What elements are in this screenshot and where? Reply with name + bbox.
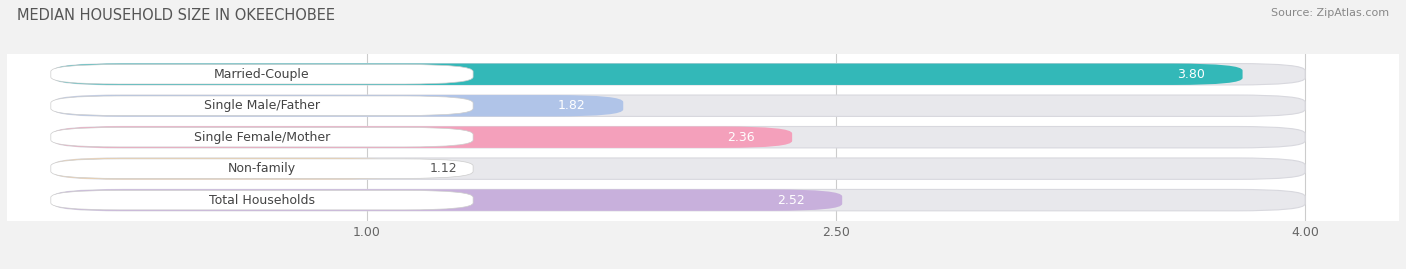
FancyBboxPatch shape [53, 189, 1305, 211]
FancyBboxPatch shape [53, 158, 1305, 179]
Text: 1.12: 1.12 [429, 162, 457, 175]
FancyBboxPatch shape [53, 95, 1305, 116]
Text: 2.52: 2.52 [778, 194, 804, 207]
FancyBboxPatch shape [53, 95, 623, 116]
FancyBboxPatch shape [51, 96, 472, 115]
Text: Non-family: Non-family [228, 162, 297, 175]
FancyBboxPatch shape [51, 190, 472, 210]
FancyBboxPatch shape [53, 126, 792, 148]
Text: Single Male/Father: Single Male/Father [204, 99, 321, 112]
Text: Total Households: Total Households [209, 194, 315, 207]
Text: Source: ZipAtlas.com: Source: ZipAtlas.com [1271, 8, 1389, 18]
Text: Single Female/Mother: Single Female/Mother [194, 131, 330, 144]
Text: Married-Couple: Married-Couple [214, 68, 309, 81]
Text: 3.80: 3.80 [1177, 68, 1205, 81]
FancyBboxPatch shape [51, 159, 472, 178]
FancyBboxPatch shape [51, 65, 472, 84]
FancyBboxPatch shape [53, 126, 1305, 148]
FancyBboxPatch shape [51, 128, 472, 147]
Text: MEDIAN HOUSEHOLD SIZE IN OKEECHOBEE: MEDIAN HOUSEHOLD SIZE IN OKEECHOBEE [17, 8, 335, 23]
FancyBboxPatch shape [53, 63, 1305, 85]
FancyBboxPatch shape [53, 158, 405, 179]
Text: 2.36: 2.36 [727, 131, 755, 144]
FancyBboxPatch shape [53, 189, 842, 211]
FancyBboxPatch shape [53, 63, 1243, 85]
Text: 1.82: 1.82 [558, 99, 586, 112]
